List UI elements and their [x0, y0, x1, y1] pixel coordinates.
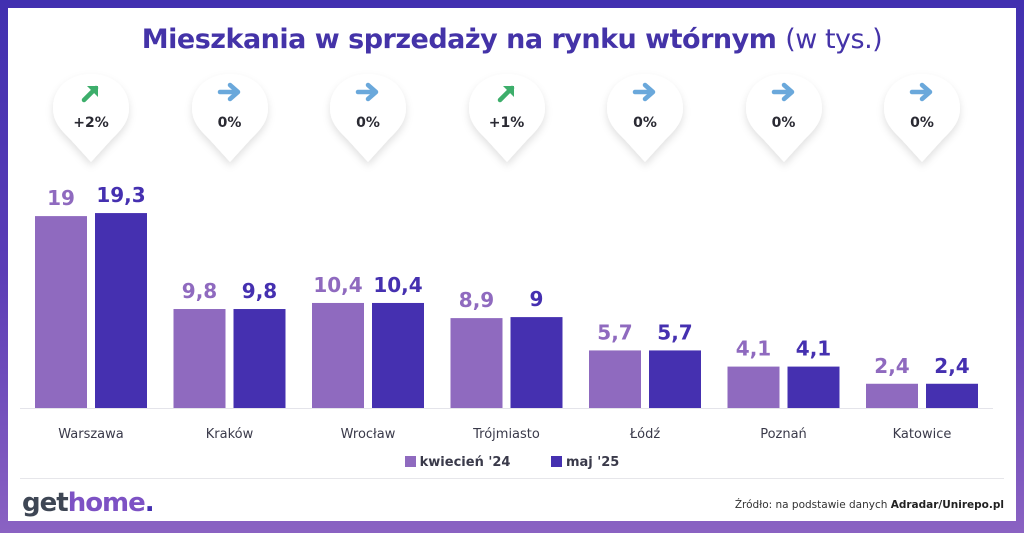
bar-maj — [787, 366, 840, 408]
title-bold: Mieszkania w sprzedaży na rynku wtórnym — [141, 24, 777, 55]
change-pin: +2% — [51, 72, 131, 164]
source-prefix: Źródło: na podstawie danych — [734, 499, 891, 511]
pin-shape — [191, 74, 268, 162]
change-percent: 0% — [910, 115, 934, 131]
data-label: 5,7 — [657, 320, 692, 344]
title-unit: (w tys.) — [785, 24, 883, 55]
bar-kwiecien — [589, 350, 641, 408]
legend-item-kwiecien: kwiecień '24 — [404, 455, 511, 470]
bar-maj — [372, 302, 424, 408]
bar-kwiecien — [173, 309, 226, 408]
change-percent: +2% — [73, 115, 109, 131]
pin-shape — [884, 74, 960, 162]
logo-home: home — [67, 488, 146, 518]
bar-maj — [95, 213, 147, 408]
change-percent: 0% — [356, 115, 380, 131]
bar-kwiecien — [727, 366, 780, 408]
x-tick-label: Trójmiasto — [472, 427, 540, 442]
x-tick-label: Warszawa — [58, 427, 124, 442]
bar-kwiecien — [450, 318, 503, 408]
source-note: Źródło: na podstawie danych Adradar/Unir… — [735, 499, 1004, 511]
data-label: 2,4 — [934, 354, 969, 378]
legend-label: maj '25 — [565, 455, 620, 470]
x-tick-label: Kraków — [206, 427, 254, 442]
arrow-up-right-icon — [467, 82, 547, 108]
change-percent: 0% — [633, 115, 657, 131]
chart-card: Mieszkania w sprzedaży na rynku wtórnym … — [8, 8, 1016, 521]
bar-maj — [649, 350, 701, 408]
bar-kwiecien — [312, 302, 364, 408]
change-percent: 0% — [771, 115, 796, 131]
data-label: 4,1 — [736, 337, 771, 361]
footer-divider — [20, 478, 1004, 479]
legend: kwiecień '24 maj '25 — [8, 455, 1016, 470]
source-name: Adradar/Unirepo.pl — [890, 499, 1004, 511]
data-label: 10,4 — [373, 273, 422, 297]
arrow-right-icon — [190, 82, 270, 106]
bar-maj — [926, 383, 978, 408]
x-tick-label: Katowice — [893, 427, 952, 442]
change-pin: 0% — [605, 72, 685, 164]
arrow-right-icon — [605, 82, 685, 106]
change-pin: 0% — [190, 72, 270, 164]
data-label: 2,4 — [874, 354, 909, 378]
data-label: 8,9 — [459, 288, 494, 312]
pin-shape — [330, 74, 406, 162]
x-tick-label: Łódź — [629, 427, 661, 442]
change-pin: +1% — [467, 72, 547, 164]
arrow-right-icon — [882, 82, 962, 106]
data-label: 9 — [530, 287, 544, 311]
data-label: 9,8 — [182, 279, 217, 303]
legend-item-maj: maj '25 — [550, 455, 620, 470]
bar-kwiecien — [35, 216, 87, 408]
change-pin: 0% — [744, 72, 824, 164]
pin-shape — [53, 74, 129, 162]
gethome-logo: gethome. — [22, 488, 155, 518]
bar-maj — [233, 309, 286, 408]
chart-title: Mieszkania w sprzedaży na rynku wtórnym … — [8, 24, 1016, 55]
change-pin: 0% — [328, 72, 408, 164]
arrow-right-icon — [328, 82, 408, 106]
arrow-right-icon — [744, 82, 824, 106]
data-label: 5,7 — [597, 320, 632, 344]
logo-get: get — [22, 488, 69, 518]
change-pin: 0% — [882, 72, 962, 164]
change-percent: 0% — [217, 115, 242, 131]
bar-maj — [510, 317, 563, 408]
legend-swatch-kwiecien — [404, 456, 416, 467]
data-label: 19,3 — [96, 183, 145, 207]
data-label: 19 — [47, 186, 75, 210]
bar-kwiecien — [866, 383, 918, 408]
pin-shape — [745, 74, 822, 162]
data-label: 9,8 — [242, 279, 277, 303]
x-tick-label: Poznań — [760, 427, 807, 442]
x-tick-label: Wrocław — [341, 427, 396, 442]
logo-dot: . — [144, 488, 155, 518]
bar-chart: 19 19,3 Warszawa 9,8 9,8 Kraków 10,4 10,4 Wrocła… — [20, 183, 993, 442]
arrow-up-right-icon — [51, 82, 131, 108]
pin-shape — [607, 74, 683, 162]
legend-label: kwiecień '24 — [419, 455, 511, 470]
change-percent: +1% — [488, 115, 525, 131]
pin-shape — [468, 74, 545, 162]
data-label: 10,4 — [313, 273, 362, 297]
data-label: 4,1 — [796, 337, 831, 361]
legend-swatch-maj — [550, 456, 562, 467]
